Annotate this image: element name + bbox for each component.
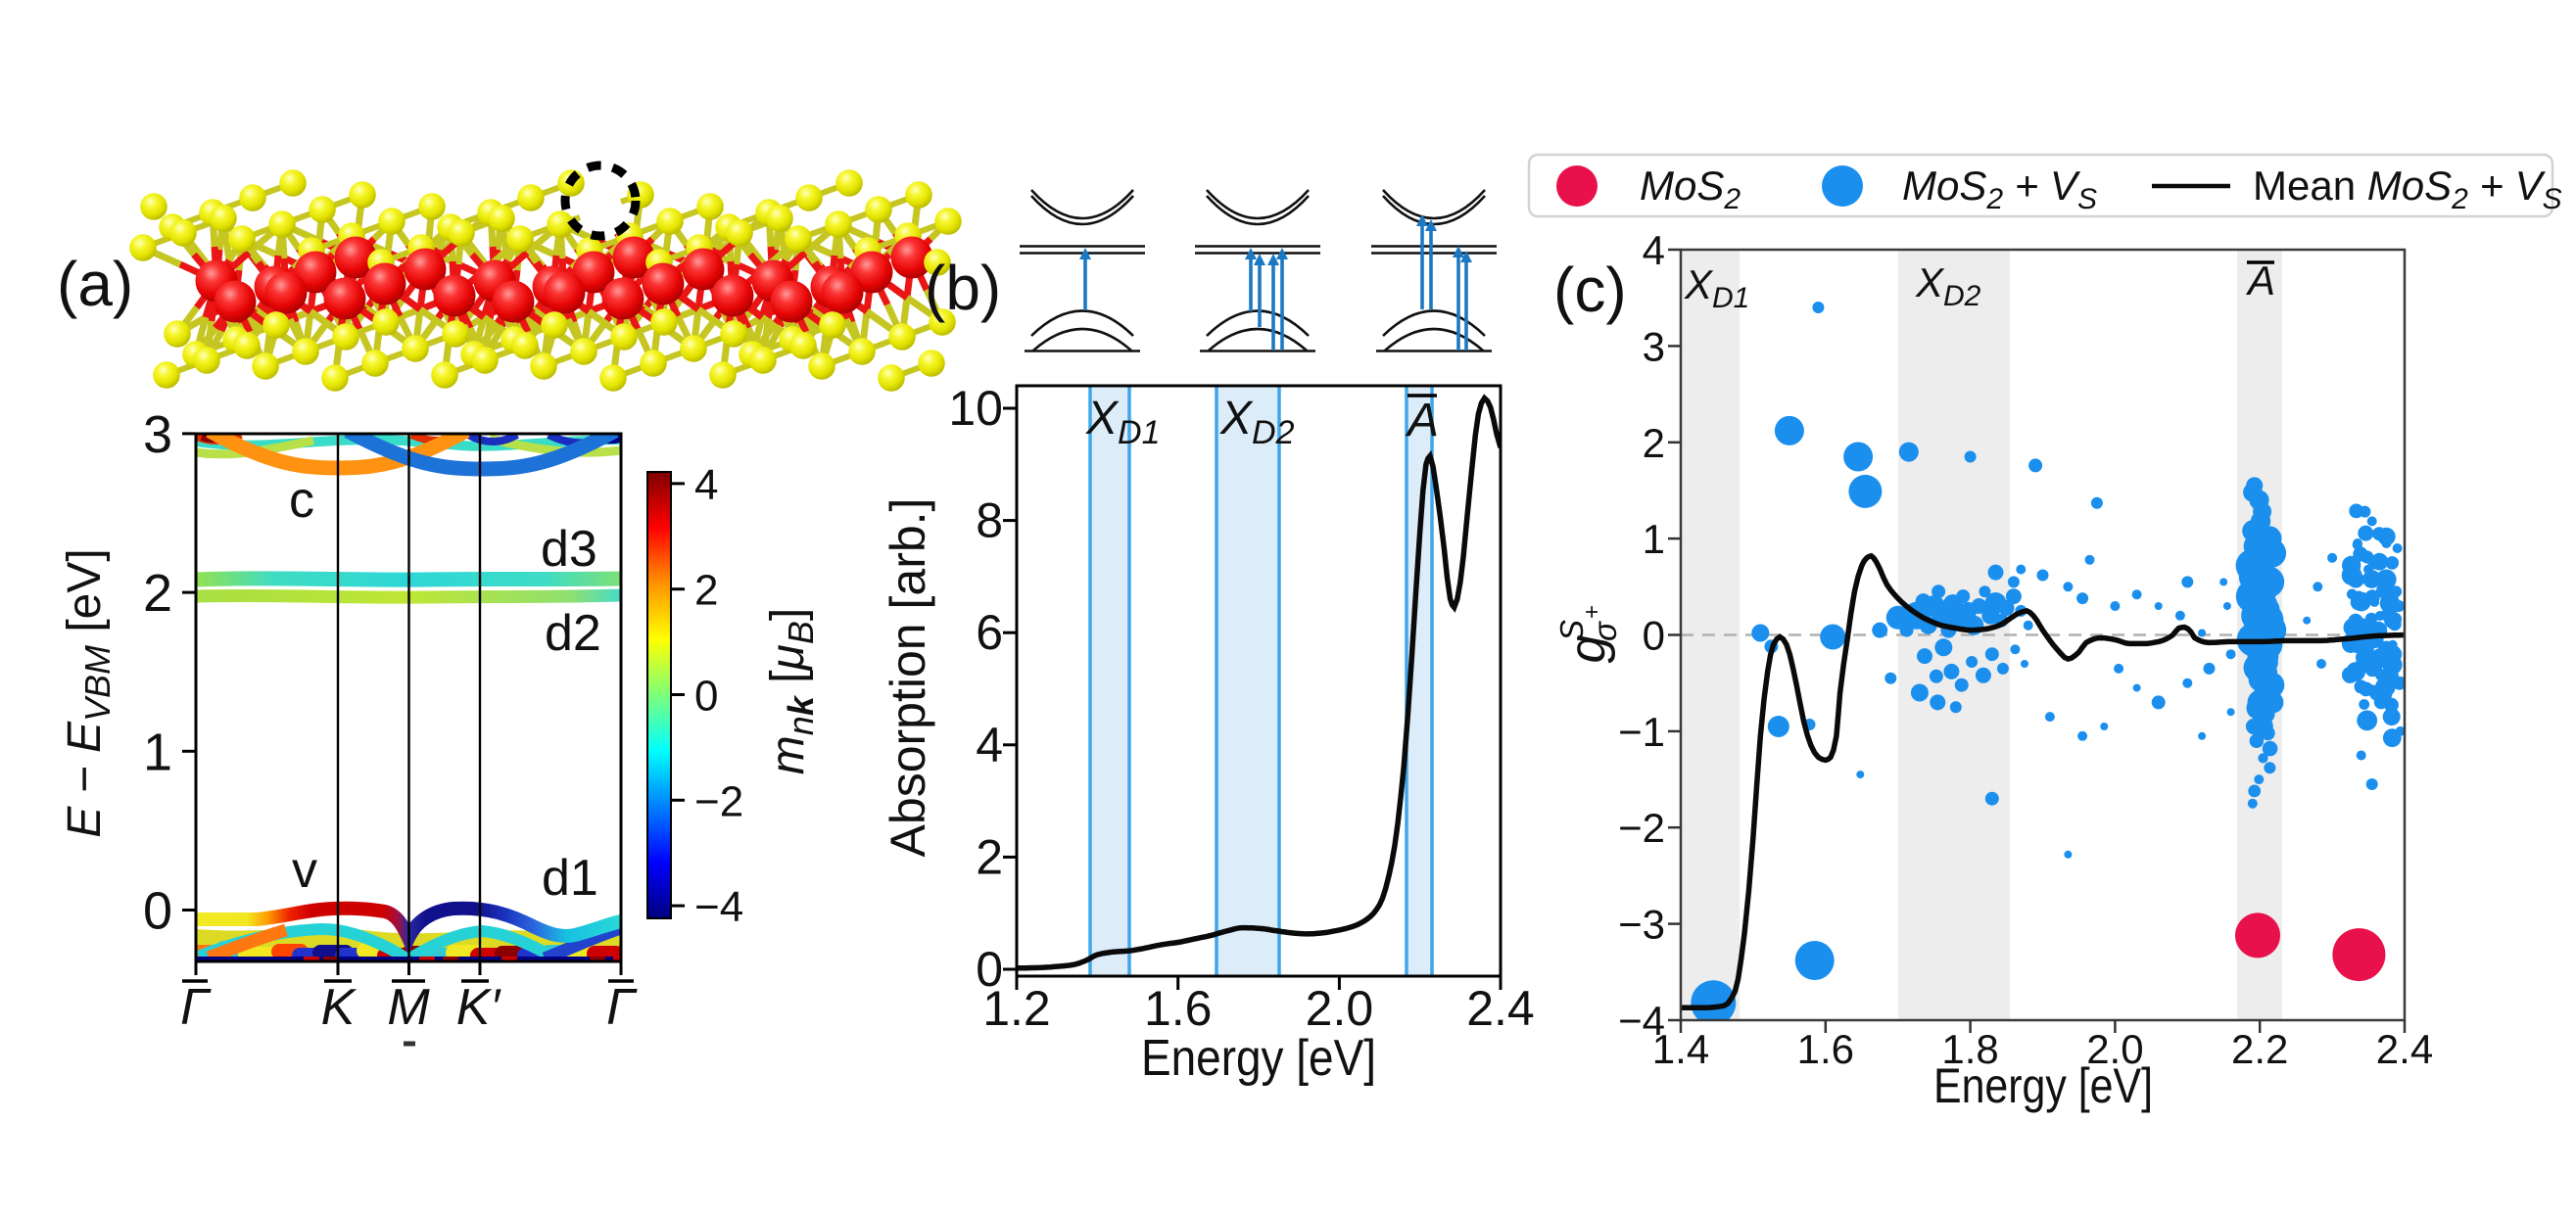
svg-text:A: A: [1405, 395, 1439, 446]
svg-text:g: g: [1559, 634, 1616, 663]
svg-text:σ: σ: [1587, 621, 1623, 641]
svg-text:d2: d2: [545, 605, 601, 662]
svg-text:−1: −1: [1618, 709, 1665, 755]
svg-text:0: 0: [143, 882, 172, 941]
svg-text:−4: −4: [1618, 998, 1665, 1044]
svg-text:S: S: [1553, 620, 1590, 641]
svg-text:K′: K′: [456, 979, 502, 1036]
svg-text:MoS2: MoS2: [1640, 163, 1741, 215]
svg-text:2.4: 2.4: [1466, 981, 1535, 1036]
svg-text:8: 8: [976, 493, 1003, 548]
svg-text:4: 4: [976, 718, 1003, 772]
svg-text:1.2: 1.2: [982, 981, 1051, 1036]
svg-text:Mean MoS2 + VS: Mean MoS2 + VS: [2253, 163, 2562, 215]
svg-text:M: M: [387, 979, 430, 1036]
svg-text:MoS2 + VS: MoS2 + VS: [1902, 163, 2097, 215]
svg-text:(c): (c): [1553, 255, 1627, 325]
svg-text:c: c: [289, 472, 314, 529]
svg-text:2.2: 2.2: [2231, 1026, 2288, 1072]
svg-text:1.6: 1.6: [1797, 1026, 1854, 1072]
svg-text:2: 2: [976, 829, 1003, 884]
svg-text:(a): (a): [57, 249, 133, 319]
svg-text:v: v: [292, 842, 317, 899]
svg-text:Γ: Γ: [180, 979, 212, 1036]
svg-text:−2: −2: [694, 777, 743, 825]
svg-text:Absorption [arb.]: Absorption [arb.]: [881, 498, 935, 858]
svg-text:−4: −4: [694, 883, 743, 931]
svg-text:3: 3: [1643, 323, 1665, 369]
svg-text:2.0: 2.0: [2086, 1026, 2143, 1072]
svg-text:3: 3: [143, 405, 172, 464]
svg-text:0: 0: [976, 942, 1003, 997]
svg-text:−2: −2: [1618, 805, 1665, 851]
svg-text:+: +: [1579, 605, 1605, 619]
svg-text:2: 2: [694, 567, 718, 615]
svg-text:6: 6: [976, 605, 1003, 660]
svg-text:2.0: 2.0: [1306, 981, 1374, 1036]
svg-text:2: 2: [143, 564, 172, 623]
svg-text:1: 1: [1643, 516, 1665, 562]
svg-text:−3: −3: [1618, 902, 1665, 948]
svg-text:0: 0: [1643, 613, 1665, 659]
svg-text:1: 1: [143, 723, 172, 781]
svg-text:4: 4: [694, 461, 718, 509]
svg-text:Energy [eV]: Energy [eV]: [1933, 1058, 2153, 1113]
svg-text:10: 10: [948, 381, 1003, 436]
svg-text:2.4: 2.4: [2376, 1026, 2433, 1072]
svg-text:0: 0: [694, 673, 718, 721]
svg-text:K: K: [321, 979, 358, 1036]
svg-text:d3: d3: [541, 521, 597, 578]
svg-text:(b): (b): [925, 253, 1001, 323]
svg-text:1.4: 1.4: [1652, 1026, 1709, 1072]
svg-text:1.8: 1.8: [1941, 1026, 1998, 1072]
svg-text:1.6: 1.6: [1144, 981, 1213, 1036]
svg-text:mnk [μB]: mnk [μB]: [762, 608, 821, 774]
svg-text:Energy [eV]: Energy [eV]: [1141, 1030, 1376, 1087]
svg-text:Γ: Γ: [606, 979, 638, 1036]
svg-text:2: 2: [1643, 420, 1665, 466]
svg-text:E − EVBM [eV]: E − EVBM [eV]: [59, 548, 118, 837]
svg-text:A: A: [2245, 257, 2275, 304]
svg-text:d1: d1: [542, 850, 598, 907]
svg-text:4: 4: [1643, 227, 1665, 273]
